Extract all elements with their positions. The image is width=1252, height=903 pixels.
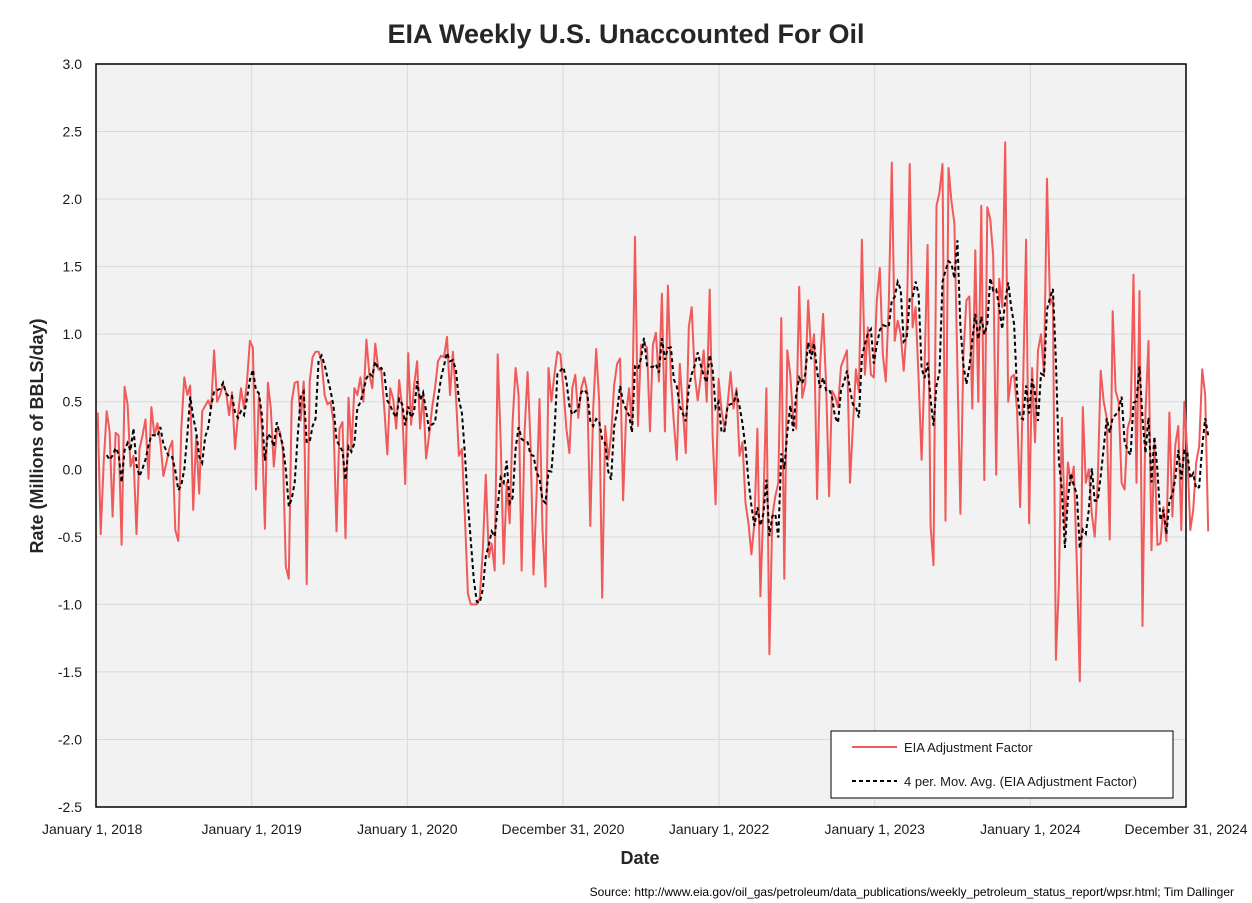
- legend-label-adjustment-factor: EIA Adjustment Factor: [904, 740, 1033, 755]
- y-tick-label: 3.0: [63, 56, 83, 72]
- y-tick-label: 1.0: [63, 326, 83, 342]
- y-tick-label: -1.0: [58, 596, 82, 612]
- x-tick-label: January 1, 2024: [980, 821, 1081, 837]
- y-tick-label: -2.0: [58, 731, 82, 747]
- series-layer: [96, 141, 1210, 683]
- y-tick-label: 0.5: [63, 394, 83, 410]
- x-tick-label: January 1, 2020: [357, 821, 458, 837]
- y-tick-label: 2.5: [63, 124, 83, 140]
- x-tick-label: December 31, 2024: [1125, 821, 1248, 837]
- y-tick-label: -0.5: [58, 529, 82, 545]
- legend-box: [830, 730, 1174, 799]
- x-tick-label: January 1, 2022: [669, 821, 770, 837]
- y-tick-labels: -2.5 -2.0 -1.5 -1.0 -0.5 0.0 0.5 1.0 1.5 2.0 2.5 3.…: [58, 56, 82, 815]
- y-tick-label: 1.5: [63, 259, 83, 275]
- y-axis-title: Rate (Millions of BBLS/day): [27, 318, 47, 553]
- y-tick-label: -2.5: [58, 799, 82, 815]
- chart-title: EIA Weekly U.S. Unaccounted For Oil: [387, 19, 864, 49]
- source-note: Source: http://www.eia.gov/oil_gas/petro…: [590, 885, 1234, 899]
- y-tick-label: 0.0: [63, 461, 83, 477]
- x-tick-label: January 1, 2018: [42, 821, 143, 837]
- legend-label-moving-average: 4 per. Mov. Avg. (EIA Adjustment Factor): [904, 774, 1137, 789]
- y-tick-label: -1.5: [58, 664, 82, 680]
- x-tick-label: January 1, 2023: [824, 821, 925, 837]
- series-line-moving-average: [105, 240, 1210, 604]
- x-tick-label: January 1, 2019: [201, 821, 302, 837]
- legend: EIA Adjustment Factor 4 per. Mov. Avg. (…: [830, 730, 1174, 799]
- x-axis-title: Date: [620, 848, 659, 868]
- y-tick-label: 2.0: [63, 191, 83, 207]
- x-tick-label: December 31, 2020: [501, 821, 624, 837]
- x-tick-labels: January 1, 2018 January 1, 2019 January 1,…: [42, 821, 1248, 837]
